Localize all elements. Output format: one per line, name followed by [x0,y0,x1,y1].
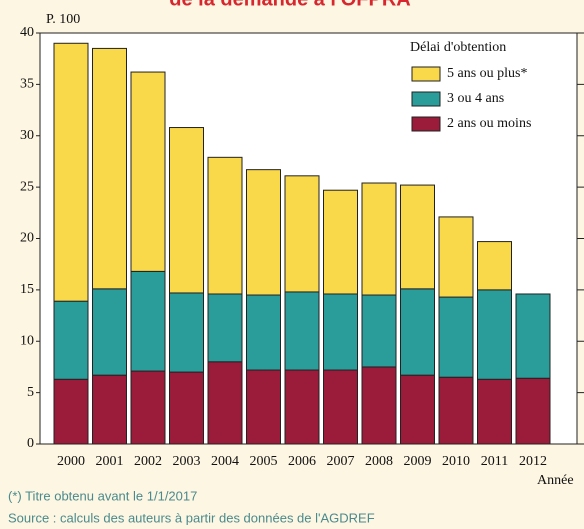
bar-segment [438,376,474,445]
bar-segment [361,294,397,368]
bar-segment [284,369,320,445]
bar-segment [130,370,166,445]
legend-title: Délai d'obtention [410,40,506,55]
bar-segment [53,42,89,302]
bar-segment [477,378,512,445]
bar-segment [207,293,243,363]
bar-segment [515,293,551,379]
x-tick-label: 2001 [96,454,124,469]
legend-label: 3 ou 4 ans [447,91,504,106]
bar-segment [361,182,397,296]
x-tick-label: 2004 [211,454,239,469]
y-tick-label: 40 [20,25,34,40]
bar-segment [246,169,281,296]
legend-label: 2 ans ou moins [447,116,531,131]
y-tick-label: 15 [20,282,34,297]
legend-swatch [411,91,441,107]
bar-segment [246,294,281,371]
bar-segment [53,300,89,380]
bar-segment [400,288,435,376]
note: (*) Titre obtenu avant le 1/1/2017 [8,488,197,503]
x-tick-label: 2006 [288,454,316,469]
bar-segment [323,369,358,445]
bar-segment [207,361,243,445]
bar-segment [400,184,435,290]
bar-segment [361,366,397,445]
y-tick-label: 30 [20,128,34,143]
bar-segment [169,127,204,294]
chart-title: de la demande à l'OFPRA [169,0,410,10]
x-tick-label: 2008 [365,454,393,469]
bar-segment [323,293,358,371]
bar-segment [477,289,512,380]
bar-segment [438,216,474,298]
bar-segment [284,175,320,293]
bar-segment [246,369,281,445]
x-tick-label: 2007 [327,454,355,469]
legend-swatch [411,66,441,82]
x-tick-label: 2012 [519,454,547,469]
bar-segment [515,377,551,445]
bar-segment [169,292,204,373]
bar-segment [477,241,512,291]
bar-segment [207,156,243,295]
y-tick-label: 25 [20,179,34,194]
y-tick-label: 20 [20,231,34,246]
y-tick-label: 35 [20,77,34,92]
x-tick-label: 2002 [134,454,162,469]
x-tick-label: 2011 [481,454,508,469]
legend-label: 5 ans ou plus* [447,66,528,81]
legend-swatch [411,116,441,132]
bar-segment [284,291,320,371]
bar-segment [92,288,127,376]
x-tick-label: 2010 [442,454,470,469]
y-tick-label: 0 [27,436,34,451]
bar-segment [53,378,89,445]
bar-segment [323,189,358,295]
bar-segment [130,71,166,272]
x-tick-label: 2005 [250,454,278,469]
bar-segment [130,270,166,372]
x-tick-label: 2009 [404,454,432,469]
note: Source : calculs des auteurs à partir de… [8,510,375,525]
y-tick-label: 5 [27,385,34,400]
bar-segment [92,374,127,445]
y-tick-label: 10 [20,333,34,348]
bar-segment [438,296,474,378]
bar-segment [169,371,204,445]
bar-segment [92,47,127,290]
x-tick-label: 2003 [173,454,201,469]
bar-segment [400,374,435,445]
x-axis-label: Année [537,473,574,488]
x-tick-label: 2000 [57,454,85,469]
y-axis-label: P. 100 [46,12,80,27]
